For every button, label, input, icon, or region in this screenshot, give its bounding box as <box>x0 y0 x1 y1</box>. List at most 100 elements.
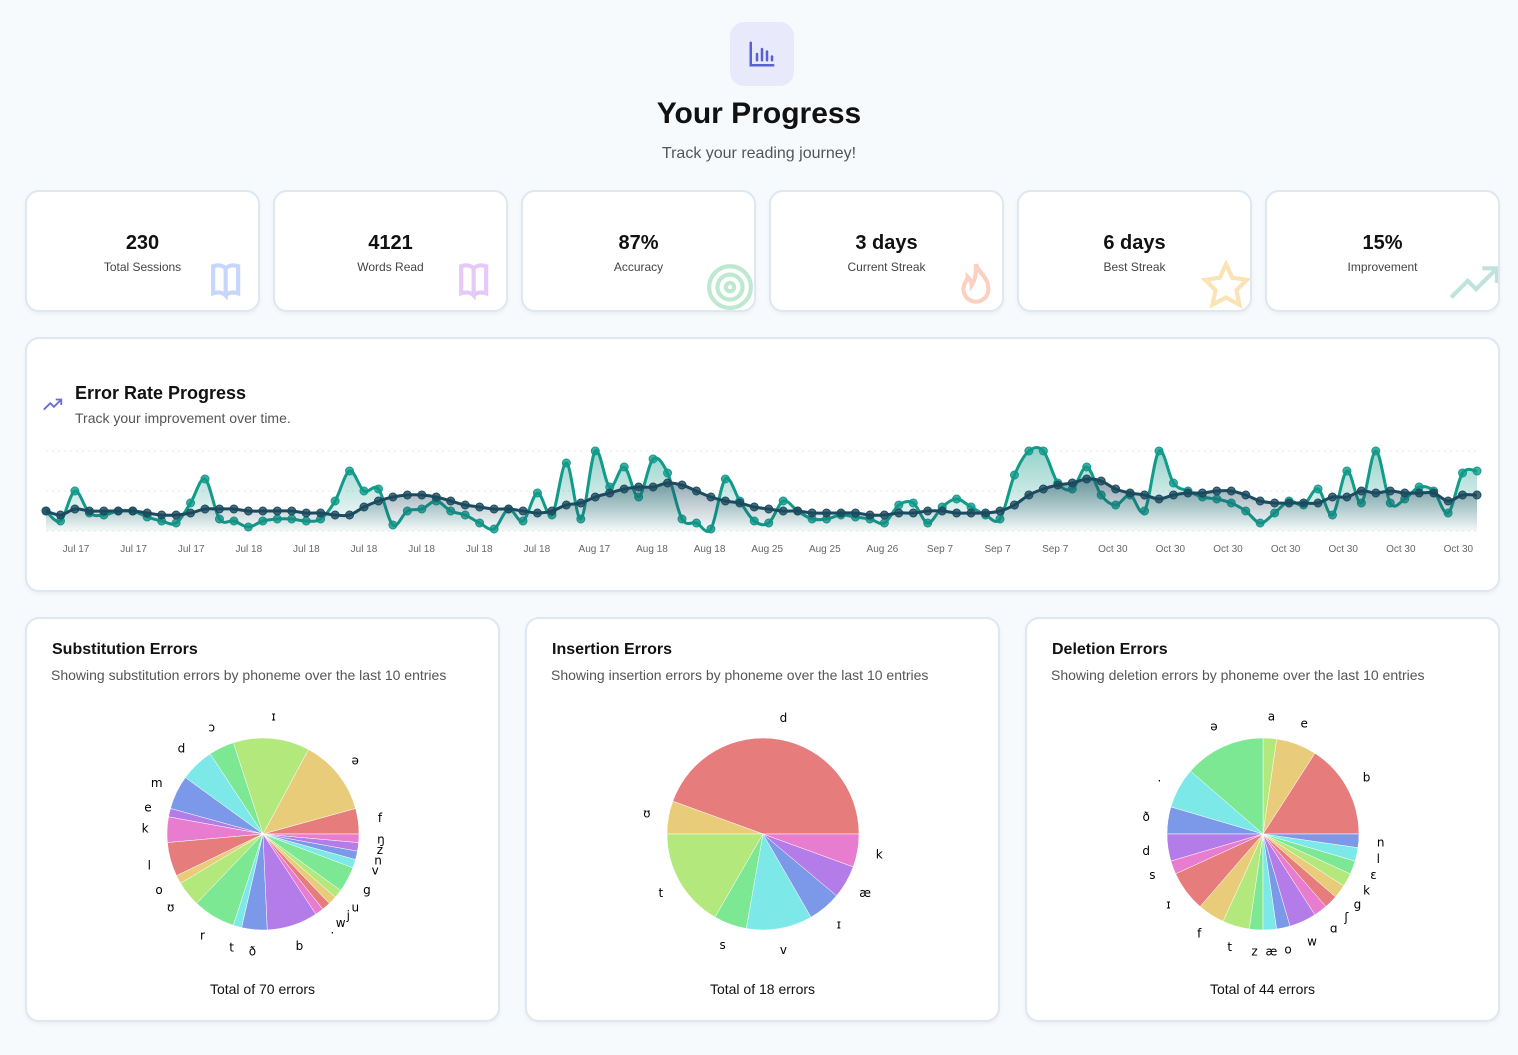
data-point[interactable] <box>84 506 94 516</box>
data-point[interactable] <box>720 474 730 484</box>
data-point[interactable] <box>995 506 1005 516</box>
data-point[interactable] <box>1009 500 1019 510</box>
data-point[interactable] <box>1342 492 1352 502</box>
data-point[interactable] <box>952 508 962 518</box>
data-point[interactable] <box>229 504 239 514</box>
data-point[interactable] <box>1212 486 1222 496</box>
data-point[interactable] <box>720 496 730 506</box>
data-point[interactable] <box>735 498 745 508</box>
data-point[interactable] <box>1082 462 1092 472</box>
data-point[interactable] <box>749 502 759 512</box>
data-point[interactable] <box>1371 488 1381 498</box>
data-point[interactable] <box>431 492 441 502</box>
data-point[interactable] <box>157 510 167 520</box>
data-point[interactable] <box>663 478 673 488</box>
data-point[interactable] <box>1327 492 1337 502</box>
data-point[interactable] <box>1313 484 1323 494</box>
data-point[interactable] <box>373 484 383 494</box>
data-point[interactable] <box>1082 474 1092 484</box>
data-point[interactable] <box>677 480 687 490</box>
data-point[interactable] <box>1009 470 1019 480</box>
data-point[interactable] <box>764 504 774 514</box>
data-point[interactable] <box>460 500 470 510</box>
data-point[interactable] <box>952 494 962 504</box>
data-point[interactable] <box>446 496 456 506</box>
data-point[interactable] <box>1429 488 1439 498</box>
pie-slice[interactable] <box>746 833 812 931</box>
data-point[interactable] <box>865 510 875 520</box>
data-point[interactable] <box>908 498 918 508</box>
data-point[interactable] <box>561 500 571 510</box>
data-point[interactable] <box>301 508 311 518</box>
data-point[interactable] <box>648 454 658 464</box>
data-point[interactable] <box>1385 486 1395 496</box>
data-point[interactable] <box>504 504 514 514</box>
data-point[interactable] <box>1313 498 1323 508</box>
data-point[interactable] <box>142 508 152 518</box>
data-point[interactable] <box>691 486 701 496</box>
data-point[interactable] <box>316 508 326 518</box>
data-point[interactable] <box>619 484 629 494</box>
data-point[interactable] <box>1111 484 1121 494</box>
data-point[interactable] <box>576 498 586 508</box>
data-point[interactable] <box>359 486 369 496</box>
data-point[interactable] <box>186 498 196 508</box>
data-point[interactable] <box>1414 488 1424 498</box>
data-point[interactable] <box>850 508 860 518</box>
data-point[interactable] <box>113 506 123 516</box>
data-point[interactable] <box>1038 484 1048 494</box>
data-point[interactable] <box>1458 490 1468 500</box>
data-point[interactable] <box>908 508 918 518</box>
data-point[interactable] <box>41 506 51 516</box>
data-point[interactable] <box>532 508 542 518</box>
data-point[interactable] <box>171 510 181 520</box>
data-point[interactable] <box>822 508 832 518</box>
pie-slice[interactable] <box>262 833 360 843</box>
data-point[interactable] <box>258 506 268 516</box>
data-point[interactable] <box>1125 488 1135 498</box>
data-point[interactable] <box>793 506 803 516</box>
data-point[interactable] <box>70 486 80 496</box>
data-point[interactable] <box>706 492 716 502</box>
data-point[interactable] <box>634 482 644 492</box>
data-point[interactable] <box>1356 486 1366 496</box>
data-point[interactable] <box>981 508 991 518</box>
data-point[interactable] <box>966 508 976 518</box>
data-point[interactable] <box>1284 498 1294 508</box>
pie-slice[interactable] <box>666 833 764 918</box>
data-point[interactable] <box>373 496 383 506</box>
data-point[interactable] <box>417 490 427 500</box>
data-point[interactable] <box>287 506 297 516</box>
data-point[interactable] <box>923 506 933 516</box>
data-point[interactable] <box>1472 466 1482 476</box>
data-point[interactable] <box>388 492 398 502</box>
data-point[interactable] <box>1299 498 1309 508</box>
data-point[interactable] <box>532 488 542 498</box>
data-point[interactable] <box>1154 446 1164 456</box>
data-point[interactable] <box>1443 496 1453 506</box>
data-point[interactable] <box>561 458 571 468</box>
data-point[interactable] <box>1241 490 1251 500</box>
data-point[interactable] <box>70 504 80 514</box>
pie-slice[interactable] <box>672 737 860 835</box>
data-point[interactable] <box>214 504 224 514</box>
data-point[interactable] <box>778 496 788 506</box>
data-point[interactable] <box>894 500 904 510</box>
data-point[interactable] <box>1226 486 1236 496</box>
data-point[interactable] <box>1400 488 1410 498</box>
data-point[interactable] <box>518 506 528 516</box>
data-point[interactable] <box>359 502 369 512</box>
data-point[interactable] <box>894 508 904 518</box>
data-point[interactable] <box>99 506 109 516</box>
pie-slice[interactable] <box>1190 737 1264 835</box>
data-point[interactable] <box>879 510 889 520</box>
data-point[interactable] <box>128 506 138 516</box>
data-point[interactable] <box>1197 488 1207 498</box>
data-point[interactable] <box>1342 466 1352 476</box>
data-point[interactable] <box>778 506 788 516</box>
data-point[interactable] <box>330 496 340 506</box>
data-point[interactable] <box>330 510 340 520</box>
data-point[interactable] <box>200 504 210 514</box>
data-point[interactable] <box>605 488 615 498</box>
pie-slice[interactable] <box>762 833 860 868</box>
